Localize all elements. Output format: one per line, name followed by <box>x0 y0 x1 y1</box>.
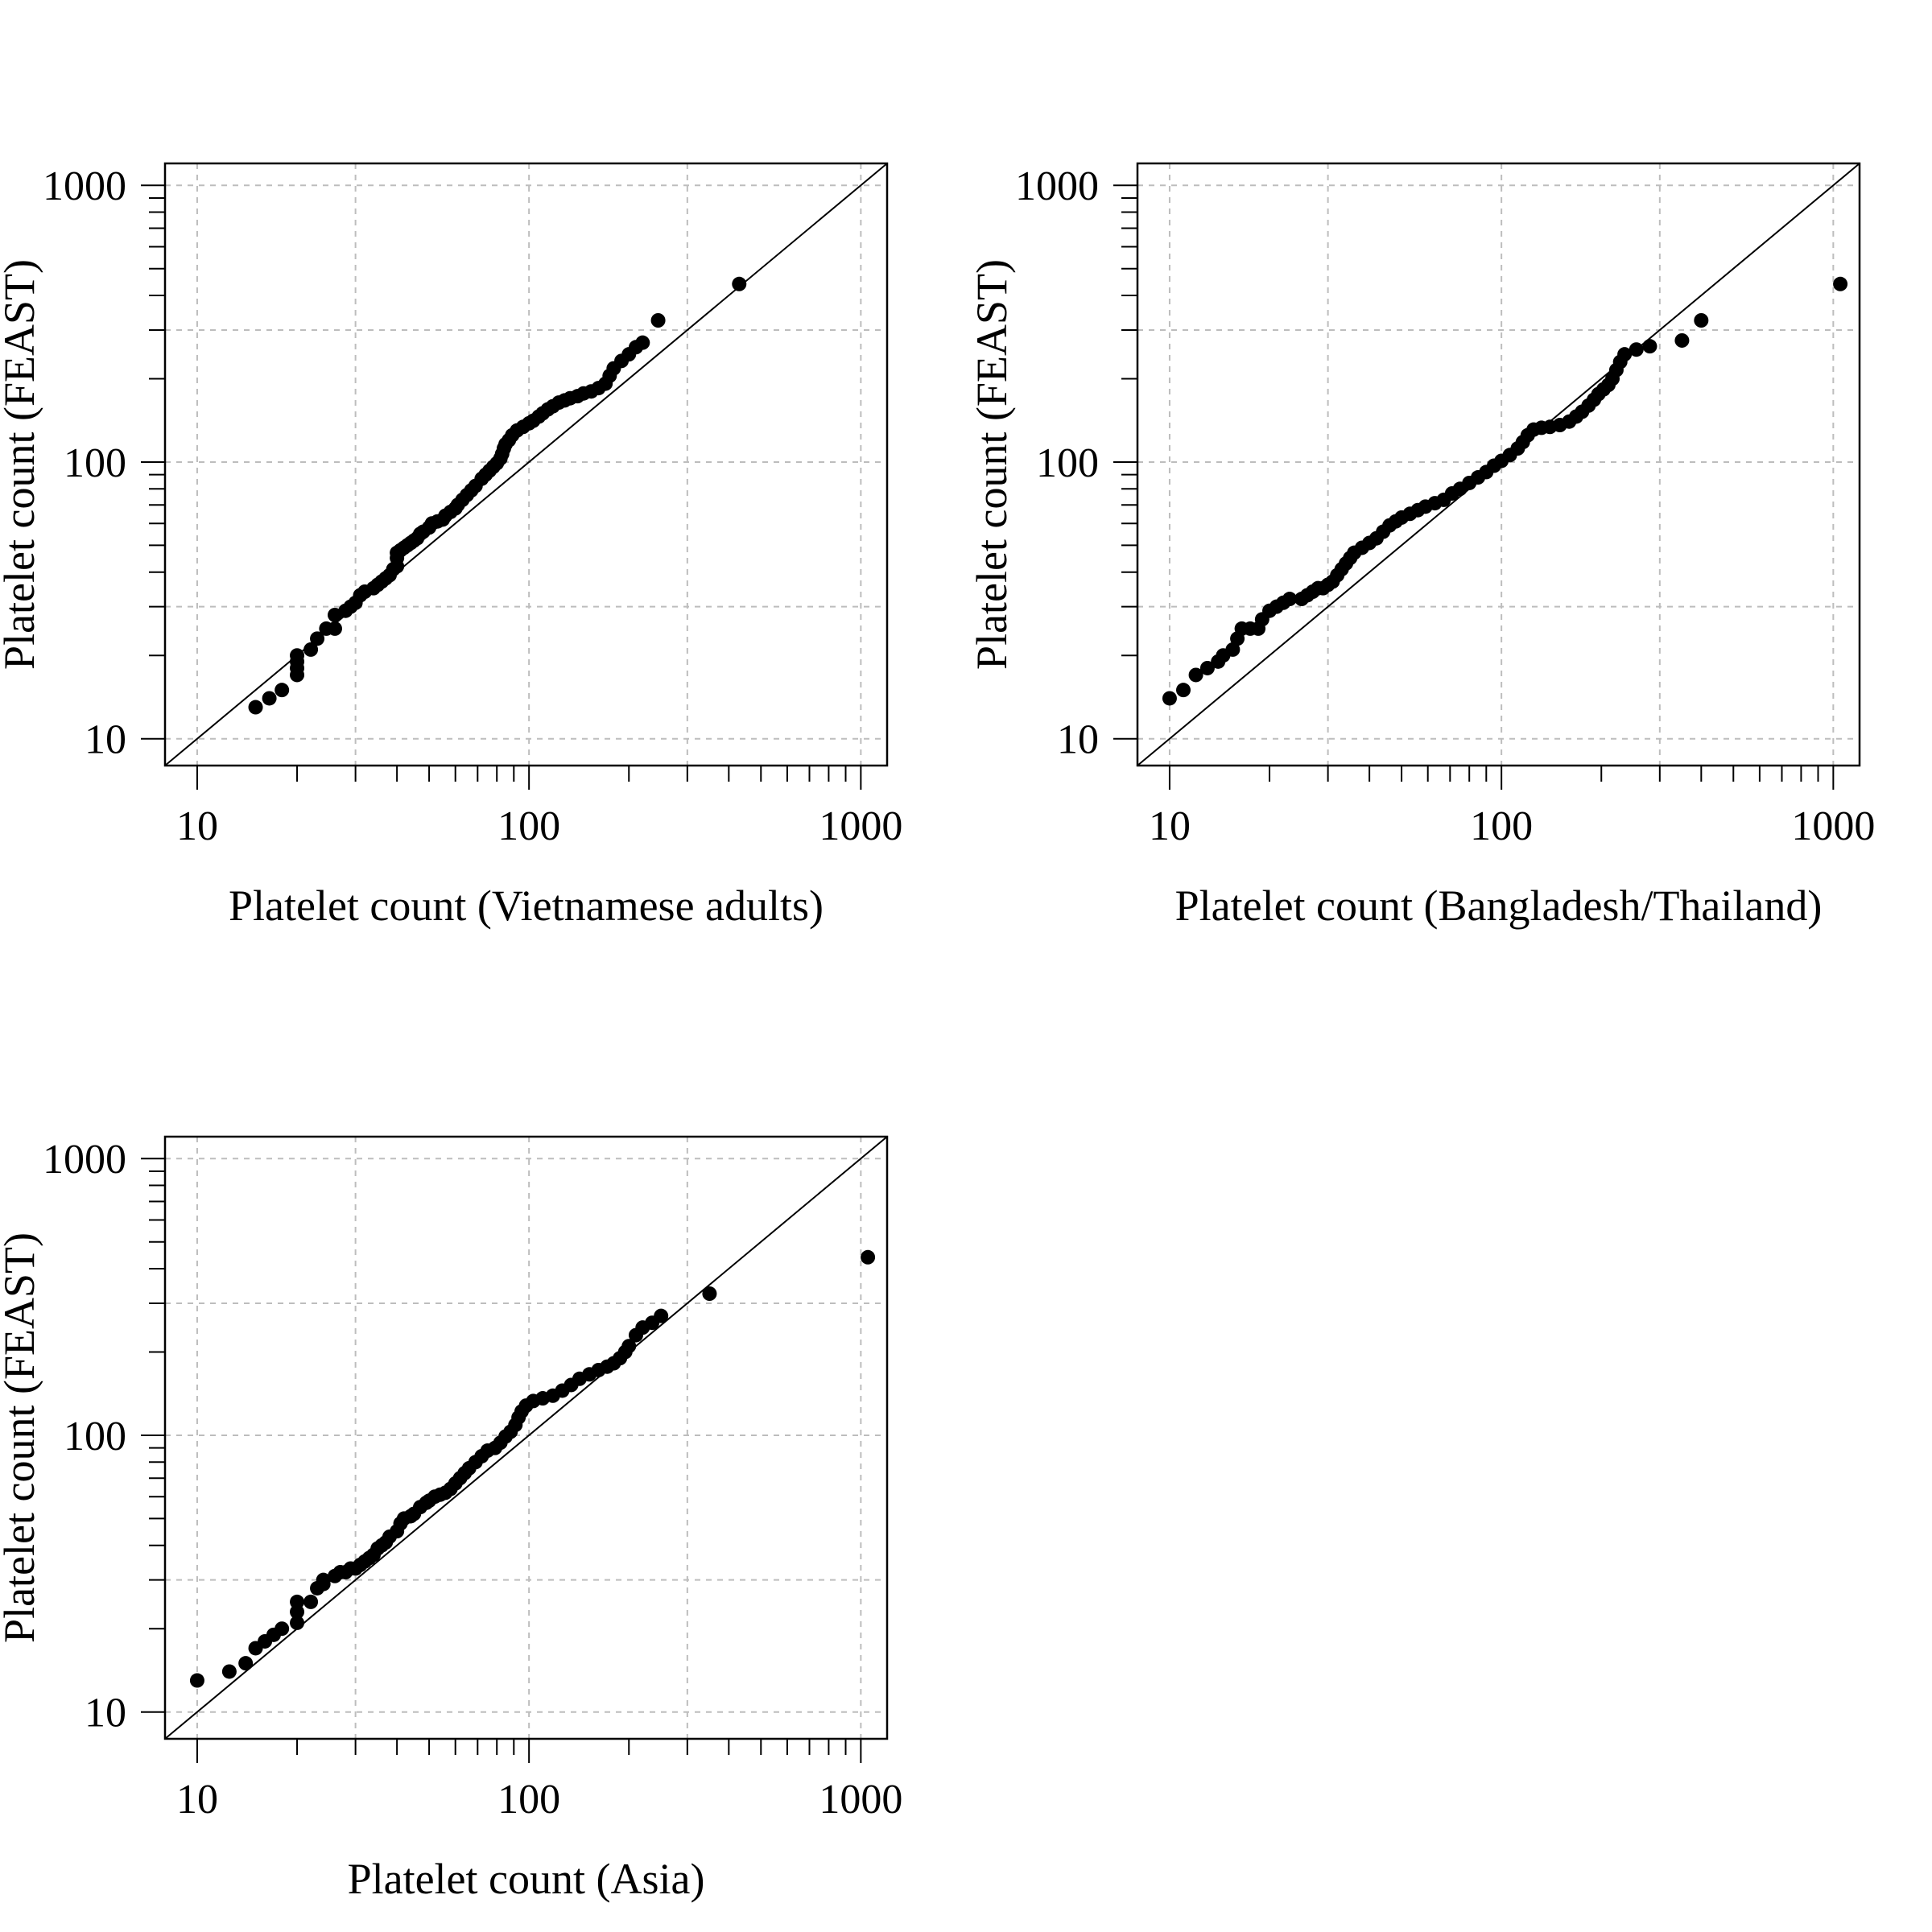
plot-frame <box>1136 162 1861 767</box>
data-point <box>1694 313 1709 328</box>
y-axis-title: Platelet count (FEAST) <box>0 1232 43 1643</box>
y-tick-label: 100 <box>64 440 126 486</box>
x-tick-label: 100 <box>497 803 560 849</box>
x-tick-label: 10 <box>1149 803 1191 849</box>
x-tick-label: 100 <box>497 1777 560 1823</box>
data-point <box>303 1594 319 1609</box>
data-point <box>650 313 666 328</box>
panel-bangladesh-thailand: 10 100 1000 10 100 1000 Platelet count (Bangla… <box>968 162 1875 930</box>
data-point <box>290 1594 305 1609</box>
x-tick-label: 100 <box>1470 803 1533 849</box>
y-tick-label: 10 <box>85 717 126 763</box>
data-point <box>654 1308 669 1323</box>
y-tick-label: 100 <box>64 1414 126 1459</box>
data-point <box>861 1249 876 1265</box>
data-point <box>732 276 747 291</box>
y-tick-label: 1000 <box>43 1137 126 1183</box>
data-point <box>1176 683 1191 698</box>
data-point <box>1629 342 1644 357</box>
data-point <box>303 642 319 657</box>
x-tick-label: 1000 <box>819 1777 902 1823</box>
data-point <box>238 1656 254 1671</box>
data-point <box>328 621 343 636</box>
data-point <box>1162 691 1177 706</box>
data-point <box>189 1673 204 1688</box>
panel-asia: 10 100 1000 10 100 1000 Platelet count (Asia) P… <box>0 1135 902 1903</box>
data-point <box>290 1615 305 1630</box>
data-point <box>1674 332 1690 348</box>
data-point <box>221 1664 237 1679</box>
data-point <box>290 648 305 663</box>
data-point <box>316 1572 331 1587</box>
y-tick-label: 1000 <box>43 163 126 209</box>
x-tick-label: 1000 <box>819 803 902 849</box>
x-tick-label: 10 <box>176 1777 218 1823</box>
y-tick-label: 10 <box>85 1690 126 1736</box>
data-point <box>1642 339 1657 354</box>
data-point <box>290 1604 305 1620</box>
y-axis-title: Platelet count (FEAST) <box>0 259 43 670</box>
data-point <box>635 335 650 350</box>
plot-frame <box>163 1135 889 1740</box>
data-point <box>621 1339 637 1354</box>
data-point <box>310 631 325 646</box>
identity-line <box>164 1136 888 1740</box>
x-tick-label: 1000 <box>1791 803 1875 849</box>
data-point <box>1617 347 1633 362</box>
data-point <box>262 691 277 706</box>
data-point <box>1282 592 1298 607</box>
data-point <box>275 1621 290 1637</box>
panel-vietnamese-adults: 10 100 1000 10 100 1000 Platelet count (Vietna… <box>0 162 902 930</box>
x-axis-title: Platelet count (Bangladesh/Thailand) <box>1175 881 1823 930</box>
data-point <box>1833 276 1848 291</box>
data-point <box>702 1286 717 1302</box>
data-point <box>275 683 290 698</box>
data-point <box>1225 642 1241 657</box>
plot-frame <box>163 162 889 767</box>
y-axis-title: Platelet count (FEAST) <box>968 259 1016 670</box>
data-point <box>248 700 263 715</box>
x-axis-title: Platelet count (Asia) <box>348 1855 705 1903</box>
x-tick-label: 10 <box>176 803 218 849</box>
identity-line <box>164 163 888 766</box>
x-axis-title: Platelet count (Vietnamese adults) <box>229 881 824 930</box>
data-point <box>1188 667 1203 683</box>
y-tick-label: 1000 <box>1015 163 1099 209</box>
y-tick-label: 10 <box>1057 717 1099 763</box>
data-point <box>1199 660 1215 675</box>
y-tick-label: 100 <box>1036 440 1099 486</box>
